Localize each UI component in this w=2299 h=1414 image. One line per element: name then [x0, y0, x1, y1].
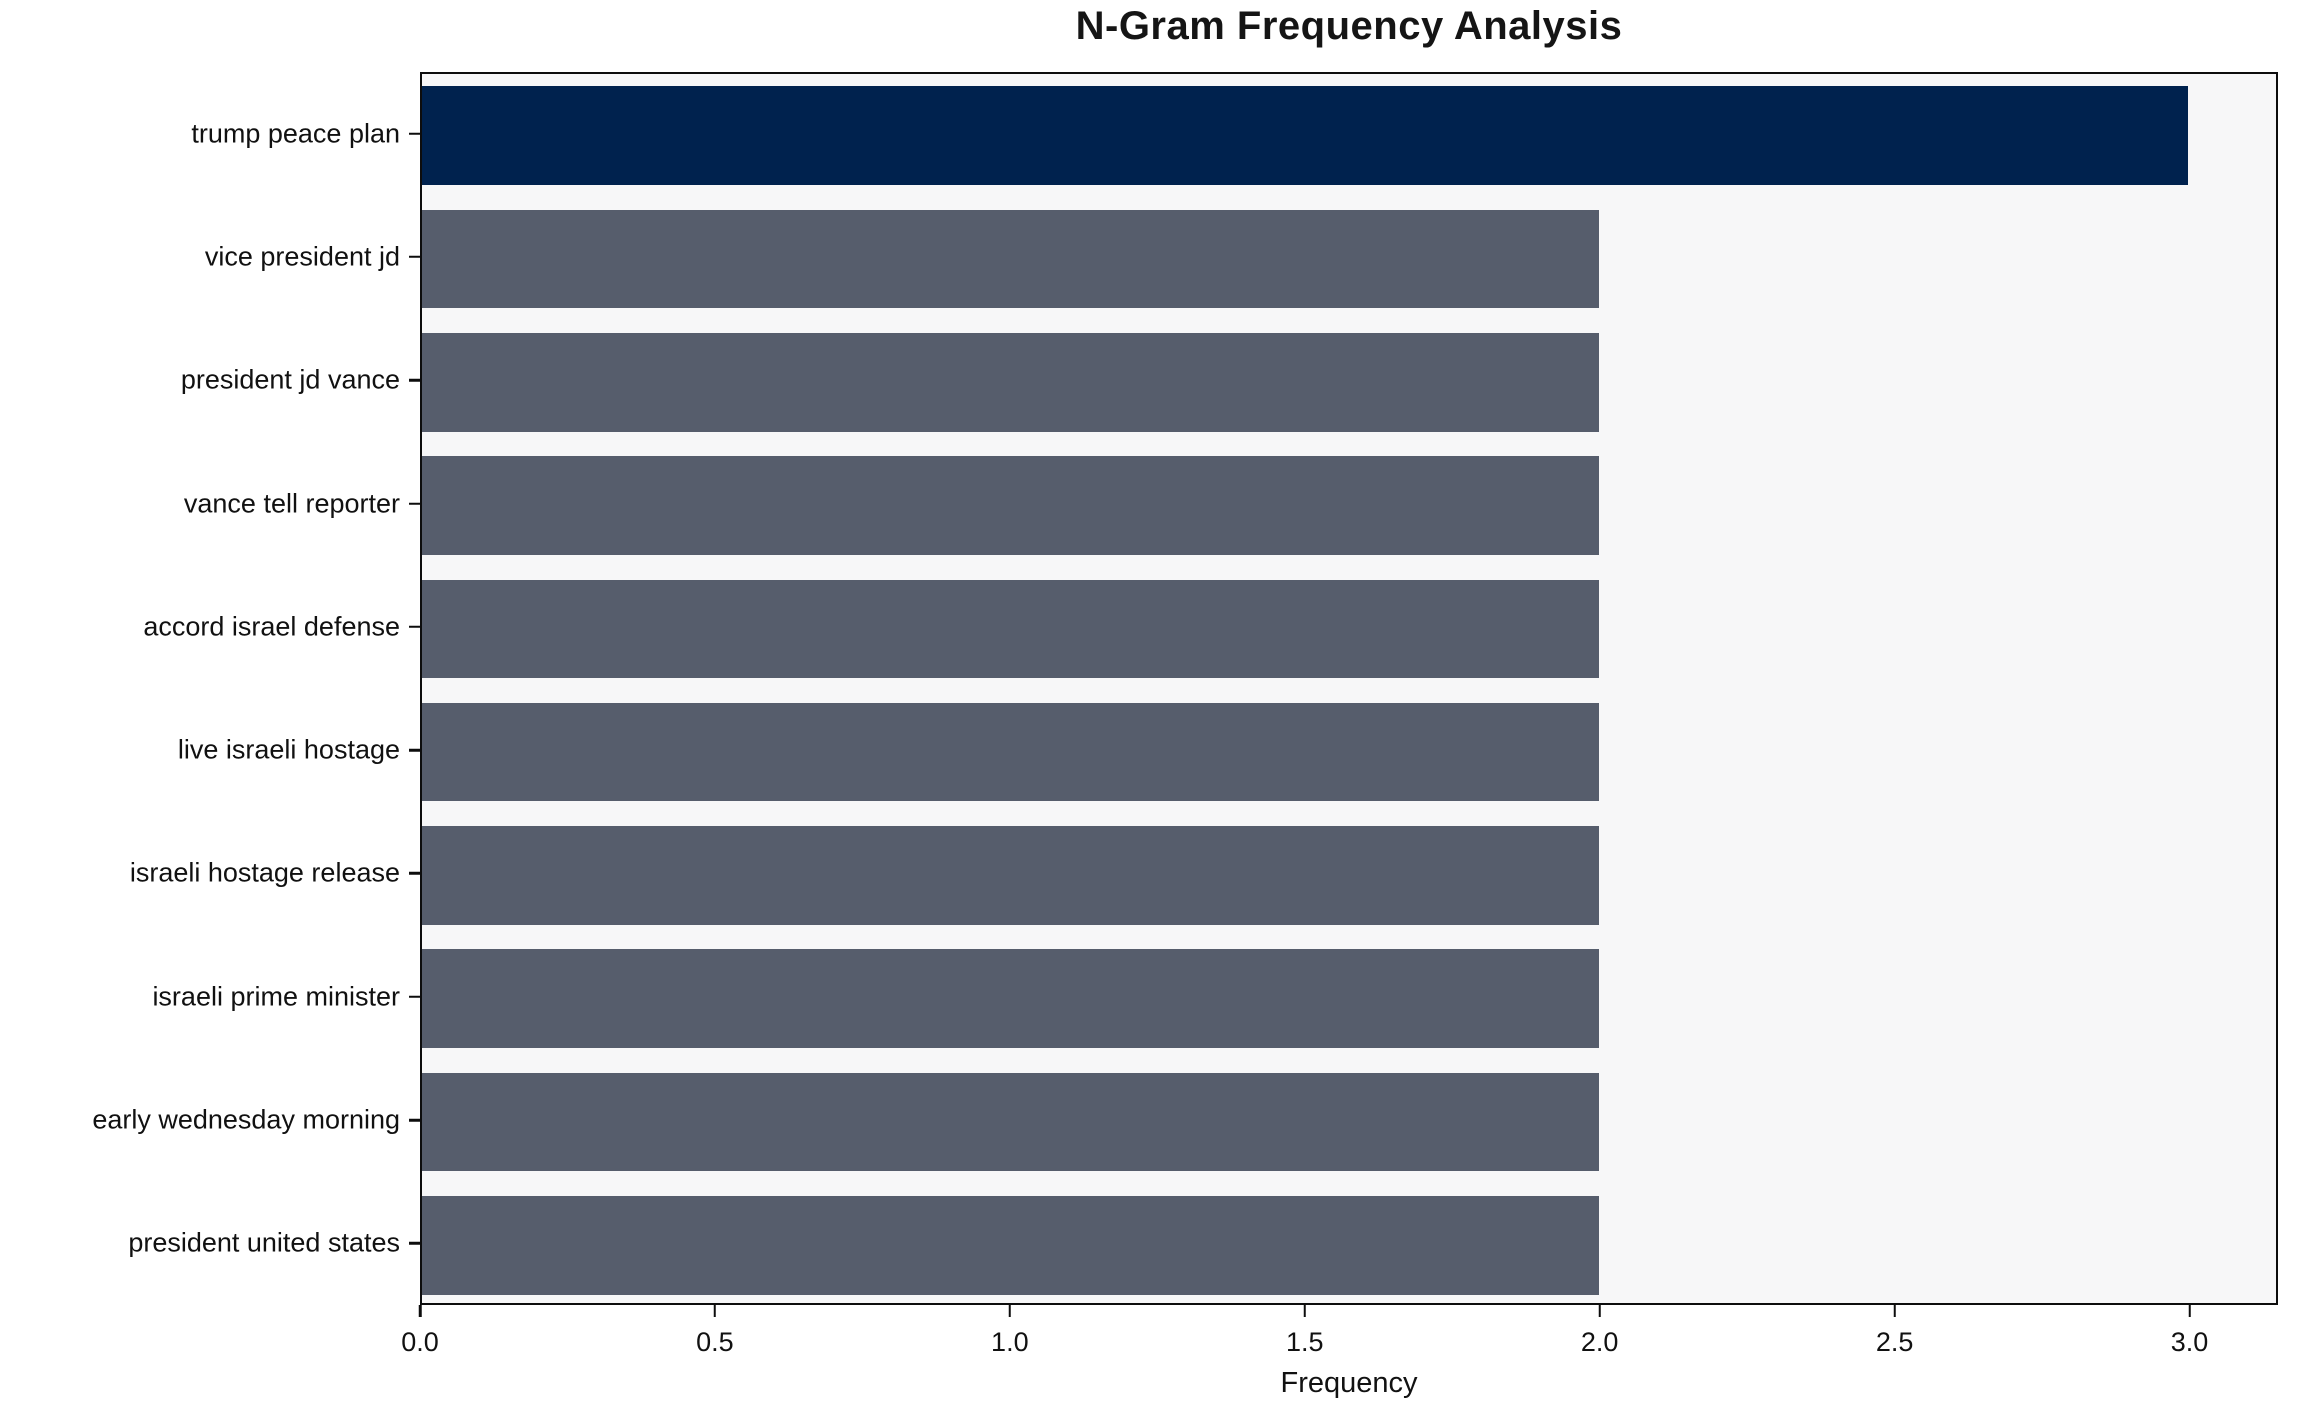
- bar: [422, 456, 1600, 555]
- y-tick-mark: [409, 748, 420, 752]
- x-tick-label: 1.0: [991, 1327, 1029, 1357]
- y-tick-label: israeli prime minister: [152, 981, 400, 1012]
- y-tick-label: early wednesday morning: [92, 1104, 400, 1135]
- y-tick-mark: [409, 255, 420, 259]
- x-tick-label: 0.5: [696, 1327, 734, 1357]
- y-tick-label: accord israel defense: [143, 611, 400, 642]
- y-tick-label: president united states: [128, 1227, 400, 1258]
- y-tick-mark: [409, 379, 420, 382]
- bar: [422, 702, 1600, 802]
- y-tick-label: vice president jd: [204, 241, 400, 272]
- x-tick-mark: [418, 1305, 422, 1317]
- y-tick-mark: [409, 872, 420, 875]
- bar: [422, 826, 1600, 925]
- y-tick-label: live israeli hostage: [177, 734, 400, 765]
- y-tick-mark: [409, 502, 420, 505]
- x-tick-label: 2.0: [1580, 1327, 1619, 1357]
- y-tick-mark: [409, 1118, 420, 1122]
- y-tick-label: vance tell reporter: [183, 488, 400, 519]
- y-tick-mark: [409, 1242, 420, 1245]
- chart-title: N-Gram Frequency Analysis: [1075, 4, 1623, 48]
- x-tick-label: 2.5: [1875, 1327, 1914, 1357]
- y-tick-label: president jd vance: [180, 364, 400, 395]
- x-tick-label: 0.0: [401, 1327, 439, 1357]
- y-tick-mark: [409, 625, 420, 629]
- x-tick-mark: [1893, 1305, 1896, 1317]
- bar: [422, 86, 2188, 185]
- x-tick-mark: [2188, 1305, 2191, 1317]
- x-axis-label: Frequency: [1280, 1367, 1418, 1399]
- bar: [422, 209, 1600, 309]
- bar: [422, 949, 1600, 1049]
- plot-area: [420, 72, 2278, 1305]
- bar: [422, 579, 1600, 679]
- bar: [422, 1072, 1600, 1172]
- y-tick-label: trump peace plan: [191, 118, 400, 149]
- x-tick-mark: [1303, 1305, 1306, 1317]
- x-tick-label: 1.5: [1285, 1327, 1324, 1357]
- bar: [422, 1196, 1600, 1295]
- bar: [422, 332, 1600, 432]
- y-tick-label: israeli hostage release: [129, 857, 400, 888]
- x-tick-label: 3.0: [2170, 1327, 2209, 1357]
- x-tick-mark: [713, 1305, 717, 1317]
- x-tick-mark: [1008, 1305, 1012, 1317]
- y-tick-mark: [409, 995, 420, 998]
- y-tick-mark: [409, 132, 420, 135]
- x-tick-mark: [1598, 1305, 1601, 1317]
